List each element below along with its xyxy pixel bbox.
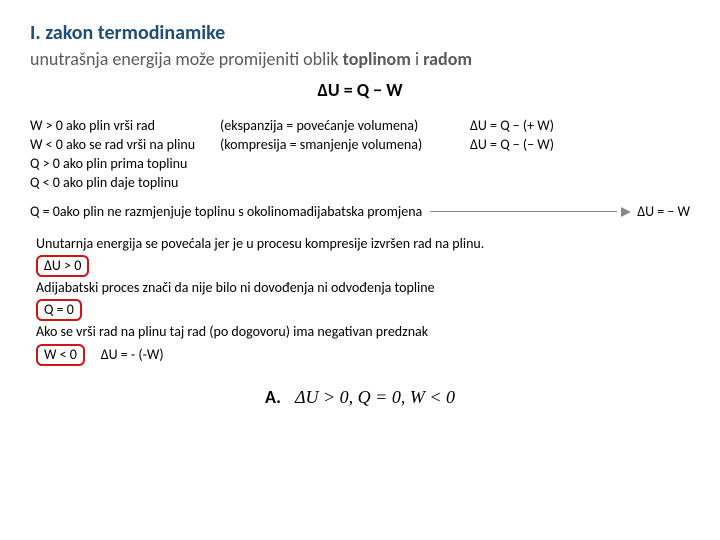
q-zero-label: Q = 0 <box>30 203 60 221</box>
arrow-head-icon <box>621 207 631 217</box>
slide-title: I. zakon termodinamike <box>30 20 690 46</box>
q-pos-text: Q > 0 ako plin prima toplinu <box>30 155 690 173</box>
arrow-line <box>430 211 617 212</box>
slide-subtitle: unutrašnja energija može promijeniti obl… <box>30 48 690 71</box>
w-neg-note: (kompresija = smanjenje volumena) <box>220 136 470 154</box>
subtitle-bold-2: radom <box>423 48 472 70</box>
condition-row-w-pos: W > 0 ako plin vrši rad (ekspanzija = po… <box>30 117 690 135</box>
w-pos-text: W > 0 ako plin vrši rad <box>30 117 220 135</box>
main-equation: ΔU = Q − W <box>30 79 690 102</box>
adiabatic-row: Q = 0 ako plin ne razmjenjuje toplinu s … <box>30 203 690 221</box>
explain-line-1: Unutarnja energija se povećala jer je u … <box>36 235 690 253</box>
q-neg-text: Q < 0 ako plin daje toplinu <box>30 174 690 192</box>
conditions-block: W > 0 ako plin vrši rad (ekspanzija = po… <box>30 117 690 193</box>
explain-eq-3: ΔU = - (-W) <box>101 346 164 363</box>
answer-math: ΔU > 0, Q = 0, W < 0 <box>295 387 455 407</box>
adiabatic-result: ΔU = − W <box>637 203 690 221</box>
box-du-positive: ΔU > 0 <box>36 255 89 277</box>
explain-line-2: Adijabatski proces znači da nije bilo ni… <box>36 279 690 297</box>
explanation-block: Unutarnja energija se povećala jer je u … <box>36 235 690 366</box>
subtitle-prefix: unutrašnja energija može promijeniti obl… <box>30 48 343 70</box>
adiabatic-label: adijabatska promjena <box>300 203 422 221</box>
box-q-zero: Q = 0 <box>36 299 82 321</box>
w-neg-text: W < 0 ako se rad vrši na plinu <box>30 136 220 154</box>
subtitle-mid: i <box>411 48 423 70</box>
explain-line-3: Ako se vrši rad na plinu taj rad (po dog… <box>36 323 690 341</box>
adiabatic-text: ako plin ne razmjenjuje toplinu s okolin… <box>60 203 300 221</box>
box-w-negative: W < 0 <box>36 344 85 366</box>
w-pos-eq: ΔU = Q − (+ W) <box>470 117 690 135</box>
final-answer-row: A. ΔU > 0, Q = 0, W < 0 <box>30 386 690 409</box>
subtitle-bold-1: toplinom <box>343 48 411 70</box>
answer-label: A. <box>265 386 281 408</box>
condition-row-w-neg: W < 0 ako se rad vrši na plinu (kompresi… <box>30 136 690 154</box>
w-neg-eq: ΔU = Q − (− W) <box>470 136 690 154</box>
w-pos-note: (ekspanzija = povećanje volumena) <box>220 117 470 135</box>
